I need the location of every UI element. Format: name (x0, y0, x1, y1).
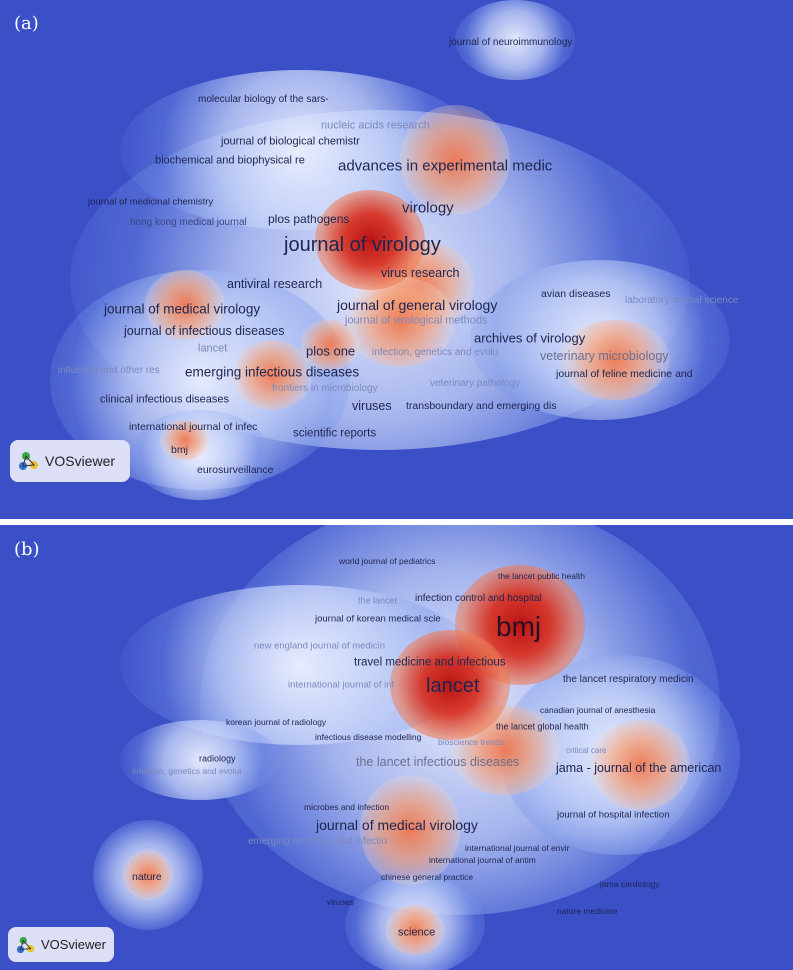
node-label: viruses (352, 398, 392, 413)
node-label: emerging infectious diseases (185, 364, 360, 380)
vosviewer-logo-icon (16, 936, 35, 953)
node-label: international journal of antim (429, 854, 536, 865)
node-label: journal of virology (284, 234, 441, 256)
node-label: veterinary pathology (430, 378, 521, 389)
panel-label: (b) (14, 539, 40, 560)
node-label: journal of medicinal chemistry (88, 196, 214, 208)
node-label: jama cardiology (600, 878, 660, 889)
node-label: biochemical and biophysical re (155, 154, 305, 167)
node-label: travel medicine and infectious (354, 656, 506, 669)
node-label: the lancet respiratory medicin (563, 674, 694, 685)
node-label: laboratory animal science (625, 295, 739, 306)
node-label: transboundary and emerging dis (406, 399, 557, 412)
node-label: veterinary microbiology (540, 348, 669, 363)
node-label: archives of virology (474, 330, 586, 346)
density-map-b: (b) world journal of pediatrics the lanc… (0, 525, 793, 970)
node-label: international journal of envir (465, 842, 570, 853)
node-label: korean journal of radiology (226, 716, 327, 727)
node-label: journal of korean medical scie (315, 613, 441, 625)
node-label: plos one (306, 343, 356, 359)
panel-divider (0, 519, 793, 525)
node-label: avian diseases (541, 287, 611, 300)
node-label: bioscience trends (438, 736, 505, 747)
node-label: the lancet infectious diseases (356, 754, 520, 769)
node-label: international journal of inf (288, 679, 395, 691)
node-label: microbes and infection (304, 801, 390, 812)
node-label: journal of medical virology (316, 817, 478, 833)
node-label: emerging microbes and infectio (248, 836, 387, 847)
vosviewer-logo: VOSviewer (8, 927, 114, 962)
node-label: journal of feline medicine and (556, 367, 693, 380)
logo-text: VOSviewer (40, 937, 106, 952)
node-label: new england journal of medicin (254, 640, 385, 652)
node-label: nature (132, 870, 162, 883)
node-label: lancet (198, 342, 228, 355)
node-label: eurosurveillance (197, 463, 274, 476)
node-label: lancet (426, 675, 480, 697)
node-label: critical care (566, 746, 607, 755)
panel-label: (a) (14, 13, 39, 34)
node-label: antiviral research (227, 276, 323, 291)
node-label: influenza and other res (58, 365, 160, 376)
node-label: plos pathogens (268, 212, 350, 226)
node-label: clinical infectious diseases (100, 393, 230, 406)
node-label: advances in experimental medic (338, 157, 553, 175)
node-label: chinese general practice (381, 871, 474, 882)
node-label: scientific reports (293, 427, 377, 440)
node-label: journal of infectious diseases (124, 323, 285, 338)
node-label: infectious disease modelling (315, 731, 422, 742)
node-label: journal of biological chemistr (221, 135, 360, 148)
node-label: international journal of infec (129, 420, 258, 433)
node-label: the lancet global health (496, 721, 589, 732)
node-label: nucleic acids research (321, 119, 430, 132)
node-label: hong kong medical journal (130, 217, 247, 228)
node-label: infection, genetics and evolut (132, 765, 242, 776)
node-label: journal of virological methods (345, 314, 488, 327)
density-map-a: (a) journal of neuroimmunology molecular… (0, 0, 793, 519)
node-label: jama - journal of the american (556, 760, 722, 775)
node-label: viruses (327, 896, 354, 907)
node-label: virology (402, 199, 454, 217)
node-label: bmj (171, 443, 188, 456)
node-label: journal of medical virology (104, 301, 261, 317)
node-label: the lancet (358, 595, 398, 606)
node-label: molecular biology of the sars- (198, 94, 329, 105)
node-label: journal of neuroimmunology (449, 37, 573, 48)
node-label: infection control and hospital (415, 593, 542, 604)
node-label: journal of hospital infection (557, 809, 670, 821)
vosviewer-logo-icon (19, 452, 38, 470)
node-label: the lancet public health (498, 570, 585, 581)
node-label: bmj (496, 611, 542, 642)
logo-text: VOSviewer (45, 453, 116, 469)
node-label: journal of general virology (337, 297, 498, 313)
node-label: radiology (199, 753, 236, 764)
node-label: frontiers in microbiology (272, 383, 378, 394)
node-label: nature medicine (557, 905, 618, 916)
node-label: canadian journal of anesthesia (540, 704, 656, 715)
node-label: world journal of pediatrics (339, 555, 436, 566)
node-label: virus research (381, 265, 460, 280)
vosviewer-logo: VOSviewer (10, 440, 130, 482)
node-label: infection, genetics and evolu (372, 347, 499, 358)
node-label: science (398, 926, 436, 939)
